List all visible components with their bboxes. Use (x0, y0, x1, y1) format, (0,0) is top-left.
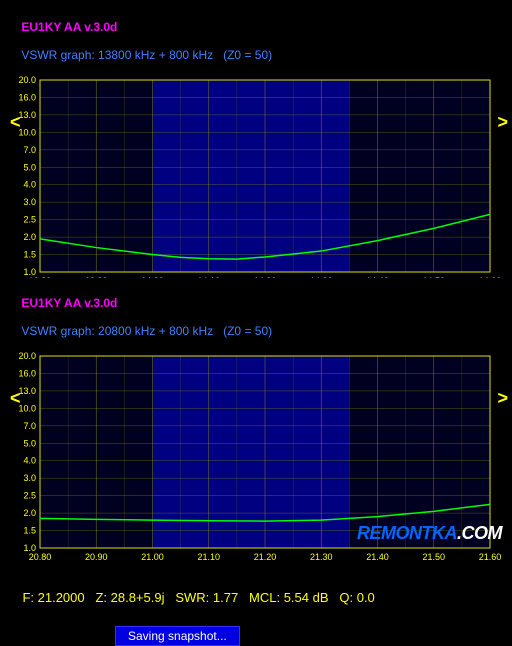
svg-text:21.00: 21.00 (141, 552, 164, 562)
svg-text:2.5: 2.5 (23, 491, 36, 501)
nav-right-top[interactable]: > (497, 112, 508, 133)
svg-text:7.0: 7.0 (23, 145, 36, 155)
svg-text:2.5: 2.5 (23, 215, 36, 225)
graph-title-top: VSWR graph: 13800 kHz + 800 kHz (Z0 = 50… (21, 48, 272, 62)
svg-text:21.60: 21.60 (479, 552, 502, 562)
nav-right-bottom[interactable]: > (497, 388, 508, 409)
svg-text:5.0: 5.0 (23, 162, 36, 172)
svg-text:21.10: 21.10 (197, 552, 220, 562)
panel-bottom: EU1KY AA v.3.0d VSWR graph: 20800 kHz + … (0, 278, 512, 543)
svg-text:16.0: 16.0 (18, 368, 36, 378)
readout-z-2: Z: 28.8+5.9j (95, 590, 164, 605)
svg-text:1.5: 1.5 (23, 526, 36, 536)
header-bottom: EU1KY AA v.3.0d VSWR graph: 20800 kHz + … (0, 278, 512, 354)
svg-text:20.0: 20.0 (18, 75, 36, 85)
saving-snapshot-button-bottom[interactable]: Saving snapshot... (115, 626, 240, 646)
svg-text:3.0: 3.0 (23, 197, 36, 207)
readout-bottom: F: 21.2000 Z: 28.8+5.9j SWR: 1.77 MCL: 5… (0, 571, 512, 624)
svg-text:20.80: 20.80 (29, 552, 52, 562)
svg-text:21.20: 21.20 (254, 552, 277, 562)
svg-text:13.0: 13.0 (18, 386, 36, 396)
svg-text:1.5: 1.5 (23, 250, 36, 260)
svg-text:21.50: 21.50 (422, 552, 445, 562)
readout-swr-2: SWR: 1.77 (175, 590, 238, 605)
svg-text:4.0: 4.0 (23, 456, 36, 466)
svg-text:13.0: 13.0 (18, 110, 36, 120)
svg-text:4.0: 4.0 (23, 180, 36, 190)
svg-text:3.0: 3.0 (23, 473, 36, 483)
graph-title-bottom: VSWR graph: 20800 kHz + 800 kHz (Z0 = 50… (21, 324, 272, 338)
watermark-t1: REMONTKA (357, 523, 457, 543)
watermark-t2: .COM (457, 523, 502, 543)
svg-text:7.0: 7.0 (23, 421, 36, 431)
svg-text:2.0: 2.0 (23, 508, 36, 518)
app-title: EU1KY AA v.3.0d (21, 20, 117, 34)
readout-mcl-2: MCL: 5.54 dB (249, 590, 329, 605)
svg-text:16.0: 16.0 (18, 92, 36, 102)
app-title-2: EU1KY AA v.3.0d (21, 296, 117, 310)
readout-f-2: F: 21.2000 (22, 590, 84, 605)
watermark: REMONTKA.COM (357, 523, 502, 544)
readout-q-2: Q: 0.0 (339, 590, 374, 605)
chart-top[interactable]: 1.01.52.02.53.04.05.07.010.013.016.020.0… (40, 80, 492, 295)
svg-text:5.0: 5.0 (23, 438, 36, 448)
svg-text:10.0: 10.0 (18, 127, 36, 137)
header-top: EU1KY AA v.3.0d VSWR graph: 13800 kHz + … (0, 2, 512, 78)
svg-text:21.30: 21.30 (310, 552, 333, 562)
svg-text:10.0: 10.0 (18, 403, 36, 413)
svg-text:21.40: 21.40 (366, 552, 389, 562)
svg-text:2.0: 2.0 (23, 232, 36, 242)
svg-text:20.90: 20.90 (85, 552, 108, 562)
panel-top: EU1KY AA v.3.0d VSWR graph: 13800 kHz + … (0, 2, 512, 267)
svg-text:20.0: 20.0 (18, 351, 36, 361)
